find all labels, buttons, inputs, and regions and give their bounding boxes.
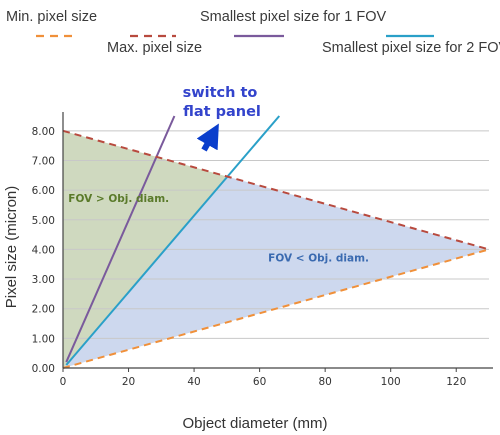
- y-tick-label: 6.00: [32, 185, 55, 197]
- x-tick-label: 100: [381, 376, 401, 388]
- y-tick-label: 8.00: [32, 126, 55, 138]
- region-label-fov-greater: FOV > Obj. diam.: [68, 193, 169, 205]
- annotation-line-2: flat panel: [183, 104, 261, 120]
- legend-label-2-fov: Smallest pixel size for 2 FOV: [322, 40, 500, 56]
- annotation-line-1: switch to: [183, 85, 258, 101]
- legend-label-1-fov: Smallest pixel size for 1 FOV: [200, 9, 386, 25]
- y-tick-label: 5.00: [32, 215, 55, 227]
- annotation: switch to flat panel: [183, 85, 261, 152]
- y-tick-label: 7.00: [32, 155, 55, 167]
- arrow-icon: [196, 123, 219, 152]
- x-tick-label: 120: [446, 376, 466, 388]
- x-tick-labels: 0 20 40 60 80 100 120: [60, 376, 467, 388]
- x-tick-label: 20: [122, 376, 135, 388]
- y-tick-label: 3.00: [32, 274, 55, 286]
- y-tick-label: 0.00: [32, 363, 55, 375]
- series-line-max-pixel-size: [62, 129, 490, 251]
- y-tick-label: 4.00: [32, 244, 55, 256]
- legend-label-min-pixel-size: Min. pixel size: [6, 9, 97, 25]
- legend: Min. pixel size Max. pixel size Smallest…: [6, 9, 500, 56]
- region-fov-smaller: [63, 176, 489, 368]
- series-line-min-pixel-size: [62, 248, 490, 369]
- series-lines: [62, 115, 490, 369]
- region-labels: FOV > Obj. diam. FOV < Obj. diam.: [68, 193, 369, 264]
- axes: [62, 112, 493, 372]
- x-axis-title: Object diameter (mm): [182, 415, 327, 432]
- x-tick-label: 80: [318, 376, 331, 388]
- region-label-fov-smaller: FOV < Obj. diam.: [268, 252, 369, 264]
- series-line-2-fov: [65, 115, 281, 366]
- y-tick-labels: 0.00 1.00 2.00 3.00 4.00 5.00 6.00 7.00 8.00: [32, 126, 55, 375]
- x-tick-label: 40: [187, 376, 200, 388]
- y-tick-label: 2.00: [32, 304, 55, 316]
- x-tick-label: 60: [253, 376, 266, 388]
- y-tick-label: 1.00: [32, 333, 55, 345]
- x-tick-label: 0: [60, 376, 67, 388]
- legend-label-max-pixel-size: Max. pixel size: [107, 40, 202, 56]
- y-axis-title: Pixel size (micron): [3, 186, 20, 309]
